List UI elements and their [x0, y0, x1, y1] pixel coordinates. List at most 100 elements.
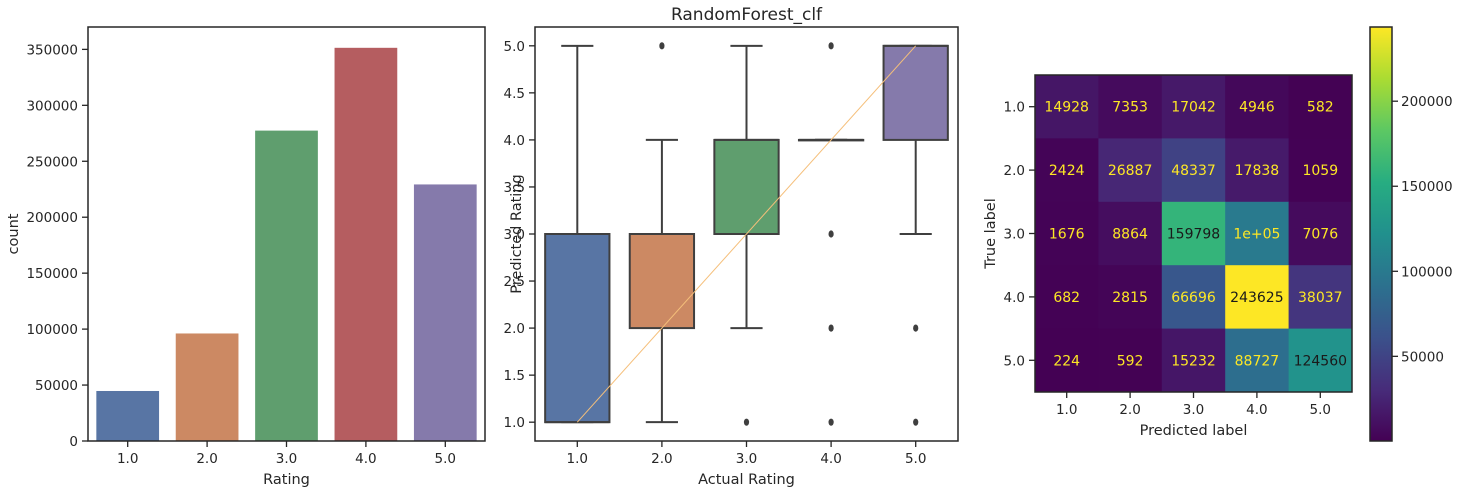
y-tick-label: 200000	[26, 210, 78, 226]
y-tick-label: 3.0	[1004, 227, 1025, 243]
matrix-cell	[1161, 265, 1226, 330]
cell-value: 224	[1053, 353, 1080, 369]
cell-value: 14928	[1044, 100, 1089, 116]
cell-value: 66696	[1171, 290, 1216, 306]
y-tick-label: 2.0	[1004, 163, 1025, 179]
matrix-cell	[1288, 138, 1353, 203]
y-tick-label: 0	[69, 434, 78, 450]
box-2.0	[628, 42, 696, 424]
y-tick-label: 150000	[26, 266, 78, 282]
y-axis-label: True label	[983, 198, 999, 269]
cell-value: 38037	[1298, 290, 1343, 306]
colorbar	[1369, 26, 1393, 442]
matrix-cell	[1161, 138, 1226, 203]
cell-value: 124560	[1294, 353, 1347, 369]
cell-value: 1676	[1049, 227, 1085, 243]
random-forest-box-plot: 1.0 1.5 2.0 2.5 3.0 3.5 4.0 4.5 5.0 1.0 2.0 3.0 4.0 5…	[504, 5, 959, 488]
y-tick-label: 350000	[26, 42, 78, 58]
cell-value: 7076	[1302, 227, 1338, 243]
y-tick-label: 50000	[35, 378, 78, 394]
y-tick-label: 3.5	[504, 180, 525, 196]
y-tick-label: 2.5	[504, 274, 525, 290]
iqr-box	[713, 138, 780, 235]
y-tick-label: 1.0	[1004, 100, 1025, 116]
cell-value: 17838	[1235, 163, 1280, 179]
outlier-point	[913, 418, 919, 426]
matrix-cell	[1035, 138, 1099, 203]
box-5.0	[882, 44, 949, 426]
x-tick-label: 4.0	[1246, 402, 1267, 418]
bar-3.0	[255, 130, 318, 442]
x-tick-label: 4.0	[355, 451, 376, 467]
x-axis-label: Rating	[263, 472, 310, 488]
y-axis-label: count	[6, 213, 22, 254]
iqr-box	[882, 44, 949, 141]
outlier-point	[828, 42, 834, 50]
matrix-cell	[1098, 328, 1163, 393]
matrix-cell	[1288, 328, 1353, 393]
x-tick-label: 2.0	[1119, 402, 1140, 418]
cell-value: 592	[1117, 353, 1144, 369]
x-tick-label: 5.0	[1310, 402, 1331, 418]
cell-value: 159798	[1167, 227, 1220, 243]
cell-value: 7353	[1112, 100, 1148, 116]
x-tick-label: 2.0	[196, 451, 217, 467]
iqr-box	[544, 233, 611, 424]
matrix-cell	[1098, 138, 1163, 203]
matrix-cell	[1035, 201, 1099, 266]
x-tick-label: 3.0	[1183, 402, 1204, 418]
x-tick-label: 2.0	[651, 451, 672, 467]
matrix-cell	[1225, 265, 1290, 330]
cell-value: 88727	[1235, 353, 1280, 369]
box-1.0	[544, 44, 611, 424]
box-4.0	[797, 42, 865, 426]
outlier-point	[913, 324, 919, 332]
outlier-point	[659, 42, 665, 50]
cell-value: 682	[1053, 290, 1080, 306]
y-tick-label: 3.0	[504, 227, 525, 243]
cell-value: 15232	[1171, 353, 1216, 369]
matrix-cell	[1035, 75, 1099, 139]
matrix-cell	[1288, 75, 1353, 139]
bar-5.0	[413, 184, 477, 441]
confusion-matrix-heatmap: 14928 7353 17042 4946 582 2424 26887 48337 17838…	[983, 26, 1453, 442]
reference-diagonal-line	[576, 45, 917, 423]
iqr-box	[628, 233, 696, 330]
x-tick-label: 1.0	[117, 451, 138, 467]
x-tick-label: 5.0	[905, 451, 926, 467]
outlier-point	[828, 324, 834, 332]
x-tick-label: 5.0	[435, 451, 456, 467]
y-tick-label: 250000	[26, 154, 78, 170]
cell-value: 4946	[1239, 100, 1275, 116]
y-tick-label: 100000	[26, 322, 78, 338]
matrix-cell	[1098, 201, 1163, 266]
y-tick-label: 5.0	[1004, 353, 1025, 369]
cell-value: 1059	[1302, 163, 1338, 179]
matrix-cell	[1225, 75, 1290, 139]
y-tick-label: 4.5	[504, 86, 525, 102]
cell-value: 2424	[1049, 163, 1085, 179]
matrix-cell	[1098, 75, 1163, 139]
matrix-cell	[1098, 265, 1163, 330]
matrix-cell	[1225, 328, 1290, 393]
colorbar-tick-label: 200000	[1401, 94, 1453, 110]
matrix-cell	[1035, 265, 1099, 330]
outlier-point	[828, 418, 834, 426]
x-tick-label: 3.0	[736, 451, 757, 467]
matrix-cell	[1225, 201, 1290, 266]
x-tick-label: 1.0	[1056, 402, 1077, 418]
x-tick-label: 3.0	[276, 451, 297, 467]
matrix-cell	[1035, 328, 1099, 393]
matrix-cell	[1288, 201, 1353, 266]
cell-value: 243625	[1230, 290, 1283, 306]
y-axis-label: Predicted Rating	[509, 174, 525, 293]
x-tick-label: 1.0	[567, 451, 588, 467]
y-tick-label: 300000	[26, 98, 78, 114]
y-tick-label: 4.0	[504, 133, 525, 149]
rating-count-bar-chart: 0 50000 100000 150000 200000 250000 300000 3500…	[6, 26, 486, 488]
matrix-cell	[1288, 265, 1353, 330]
chart-title: RandomForest_clf	[671, 5, 823, 25]
matrix-cell	[1161, 201, 1226, 266]
colorbar-tick-label: 100000	[1401, 264, 1453, 280]
bar-1.0	[96, 390, 160, 441]
